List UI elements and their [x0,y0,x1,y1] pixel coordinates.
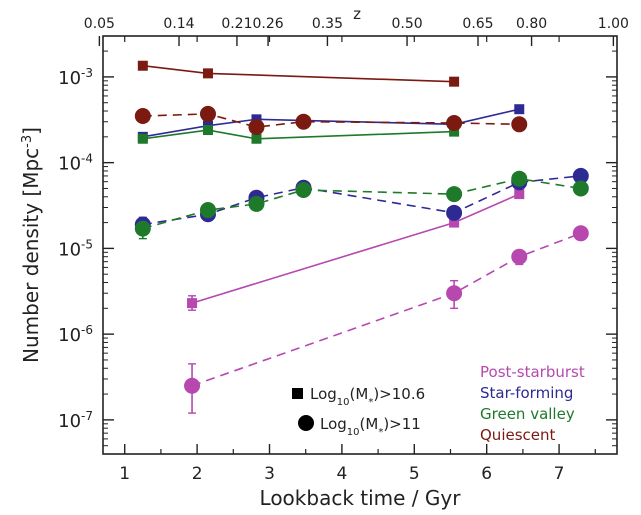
legend-quiescent: Quiescent [480,426,556,444]
top-tick-label: 0.50 [391,16,422,32]
point-quiescent-m11 [295,113,312,130]
y-axis-label-main: Number density [Mpc [19,148,43,363]
point-green-valley-m11 [511,170,528,187]
point-quiescent-m106 [137,60,148,71]
point-green-valley-m11 [295,181,312,198]
legend-square-icon [292,388,303,399]
tick-marks [98,36,617,454]
x-tick-label: 7 [554,464,565,484]
top-tick-label: 0.35 [312,16,343,32]
point-green-valley-m11 [199,202,216,219]
point-quiescent-m11 [134,108,151,125]
top-axis-label: z [353,5,361,23]
point-star-forming-m11 [446,204,463,221]
point-green-valley-m106 [449,126,460,137]
y-tick-label: 10-5 [58,237,93,260]
point-green-valley-m106 [251,133,262,144]
legend-circle-icon [298,415,314,431]
y-tick-label: 10-4 [58,152,93,175]
point-quiescent-m11 [446,115,463,132]
point-green-valley-m11 [134,220,151,237]
top-tick-label: 0.26 [252,16,283,32]
x-tick-label: 1 [119,464,130,484]
legend-star-forming: Star-forming [480,384,573,402]
point-post-starburst-m106 [449,217,460,228]
y-tick-label: 10-7 [58,409,93,432]
y-tick-label: 10-6 [58,323,93,346]
x-tick-label: 3 [264,464,275,484]
point-green-valley-m11 [248,195,265,212]
y-tick-labels: 10-7 10-6 10-5 10-4 10-3 [58,66,93,432]
series-line-quiescent-m106 [142,64,455,83]
series-line-quiescent-m11 [142,113,520,128]
point-star-forming-m106 [514,104,525,115]
point-post-starburst-m11 [511,248,528,265]
series-line-post-starburst-m11 [191,232,582,387]
legend-mass-circle: Log10(M*)>11 [320,415,421,438]
plot-frame [102,35,618,455]
top-tick-label: 1.00 [598,16,629,32]
point-post-starburst-m106 [514,189,525,200]
data-markers [134,60,589,394]
color-legend: Post-starburst Star-forming Green valley… [480,363,585,444]
top-tick-label: 0.14 [163,16,194,32]
y-axis-label-end: ] [19,127,43,135]
legend-green-valley: Green valley [480,405,575,423]
x-tick-label: 5 [409,464,420,484]
point-quiescent-m106 [202,68,213,79]
x-tick-labels: 1 2 3 4 5 6 7 [119,464,564,484]
point-quiescent-m106 [449,76,460,87]
x-tick-label: 2 [192,464,203,484]
point-green-valley-m106 [137,133,148,144]
point-star-forming-m11 [572,167,589,184]
point-quiescent-m11 [511,116,528,133]
point-quiescent-m11 [199,105,216,122]
x-tick-label: 6 [481,464,492,484]
point-green-valley-m11 [572,180,589,197]
top-tick-label: 0.05 [84,16,115,32]
point-post-starburst-m11 [184,377,201,394]
top-tick-label: 0.80 [516,16,547,32]
point-green-valley-m11 [446,186,463,203]
series-line-post-starburst-m106 [191,193,520,304]
top-tick-label: 0.65 [462,16,493,32]
x-axis-label: Lookback time / Gyr [260,486,462,510]
series-line-green-valley-m106 [142,129,455,140]
x-tick-label: 4 [336,464,347,484]
marker-legend: Log10(M*)>10.6 Log10(M*)>11 [292,385,425,438]
legend-post-starburst: Post-starburst [480,363,585,381]
legend-mass-square: Log10(M*)>10.6 [310,385,425,408]
y-axis-label-exp: -3 [20,135,35,148]
point-post-starburst-m106 [187,298,198,309]
y-tick-label: 10-3 [58,66,93,89]
point-post-starburst-m11 [572,225,589,242]
point-post-starburst-m11 [446,285,463,302]
y-axis-label: Number density [Mpc-3] [19,127,43,363]
point-green-valley-m106 [202,125,213,136]
point-quiescent-m11 [248,119,265,136]
top-tick-label: 0.21 [221,16,252,32]
top-tick-labels: 0.05 0.14 0.21 0.26 0.35 0.50 0.65 0.80 1.00 [84,16,629,32]
